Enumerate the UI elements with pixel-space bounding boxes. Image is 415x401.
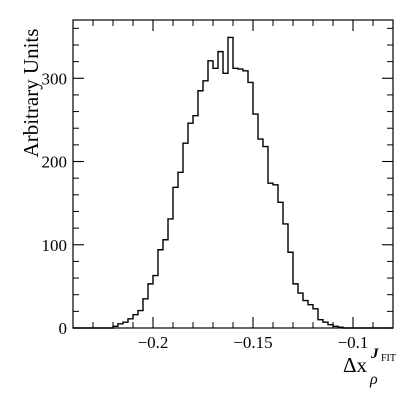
- histogram-bin: [238, 69, 243, 328]
- x-axis-title-sub: ρ: [369, 371, 378, 388]
- tick-labels: −0.2 −0.15 −0.1 0 100 200 300: [42, 69, 369, 352]
- histogram-bin: [193, 116, 198, 328]
- histogram-bin: [273, 185, 278, 328]
- histogram-bin: [308, 305, 313, 328]
- histogram-bin: [203, 81, 208, 328]
- histogram-bin: [143, 299, 148, 328]
- x-axis-title: Δx ρ J FIT: [343, 346, 396, 388]
- x-axis-title-sup-fit: FIT: [381, 353, 396, 364]
- histogram-bin: [313, 309, 318, 328]
- histogram-bin: [258, 139, 263, 328]
- histogram-bin: [123, 322, 128, 328]
- histogram-bin: [198, 91, 203, 328]
- histogram-bin: [113, 326, 118, 328]
- histogram-bin: [223, 73, 228, 328]
- histogram-bin: [318, 320, 323, 328]
- histogram-bin: [228, 37, 233, 328]
- histogram-bin: [148, 284, 153, 328]
- histogram-bin: [163, 240, 168, 328]
- svg-text:J: J: [370, 346, 379, 362]
- histogram-bin: [328, 325, 333, 328]
- histogram-bin: [283, 224, 288, 328]
- y-tick-label: 0: [59, 319, 68, 338]
- svg-text:FIT: FIT: [381, 353, 396, 364]
- histogram-bin: [208, 61, 213, 328]
- histogram-bin: [293, 284, 298, 328]
- histogram-bin: [248, 82, 253, 328]
- histogram-bin: [303, 301, 308, 328]
- histogram-bin: [128, 319, 133, 328]
- histogram-bin: [218, 52, 223, 328]
- x-tick-label: −0.2: [138, 333, 169, 352]
- histogram-bin: [323, 322, 328, 328]
- histogram-bin: [138, 311, 143, 328]
- histogram-bin: [233, 68, 238, 328]
- x-axis-title-sup-j: J: [370, 346, 379, 362]
- histogram-bin: [253, 114, 258, 328]
- svg-text:ρ: ρ: [369, 371, 378, 388]
- histogram-bin: [168, 219, 173, 328]
- histogram-bin: [298, 293, 303, 328]
- histogram-bars: [73, 36, 393, 329]
- histogram-bin: [288, 252, 293, 328]
- histogram-bin: [333, 326, 338, 328]
- histogram-bin: [183, 143, 188, 328]
- histogram-bin: [118, 324, 123, 328]
- y-tick-label: 100: [42, 236, 68, 255]
- histogram-bin: [268, 183, 273, 328]
- y-tick-label: 200: [42, 153, 68, 172]
- x-tick-label: −0.1: [338, 333, 369, 352]
- y-axis-title: Arbitrary Units: [19, 29, 43, 158]
- histogram-bin: [133, 315, 138, 328]
- histogram-bin: [158, 250, 163, 328]
- histogram-outline: [73, 36, 393, 329]
- x-tick-label: −0.15: [233, 333, 272, 352]
- histogram-bin: [243, 71, 248, 328]
- histogram-bin: [263, 147, 268, 328]
- x-axis-title-base: Δx: [343, 353, 368, 377]
- axis-ticks: [73, 20, 393, 329]
- svg-text:Δx: Δx: [343, 353, 368, 377]
- histogram-bin: [153, 276, 158, 328]
- y-tick-label: 300: [42, 69, 68, 88]
- histogram-bin: [213, 68, 218, 328]
- histogram-bin: [278, 202, 283, 328]
- histogram-bin: [188, 123, 193, 328]
- histogram-bin: [173, 187, 178, 328]
- histogram-bin: [338, 327, 343, 328]
- histogram-bin: [178, 172, 183, 328]
